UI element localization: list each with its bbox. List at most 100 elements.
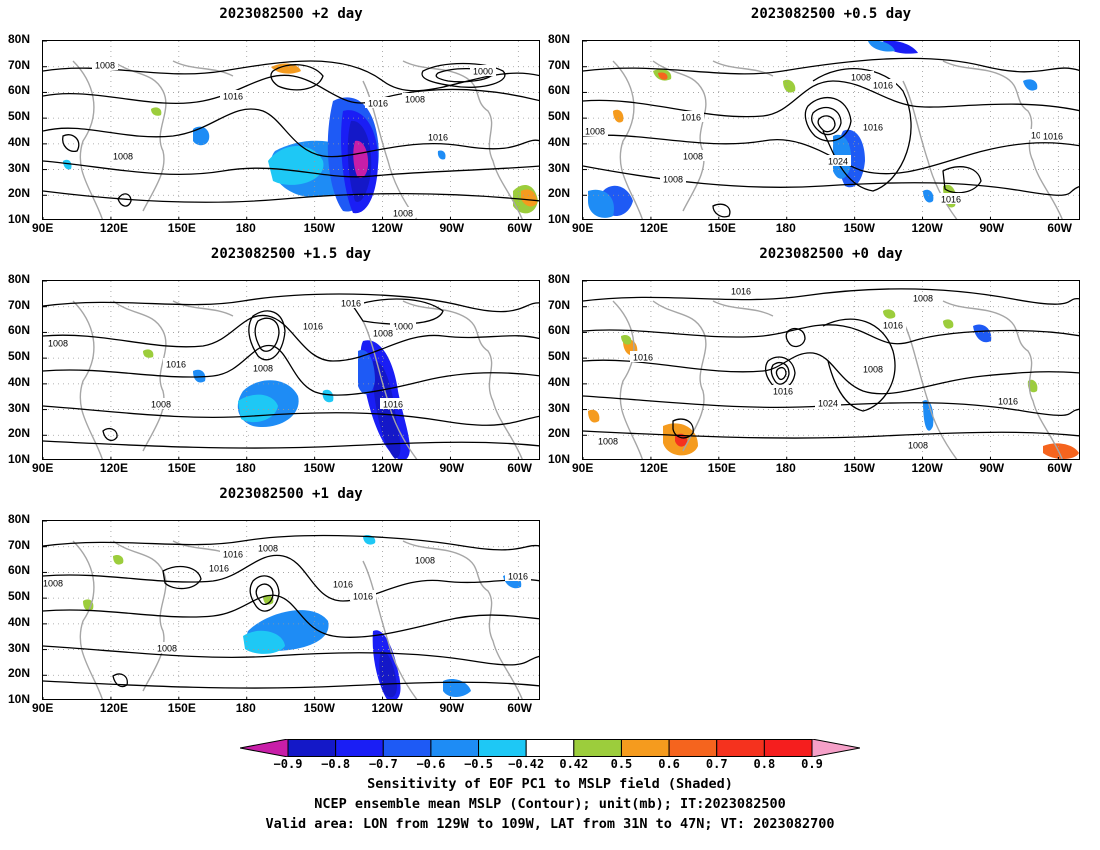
sensitivity-shading — [437, 150, 446, 160]
lat-tick-label: 20N — [548, 186, 571, 201]
contour-label-bg — [163, 358, 189, 369]
lat-tick-label: 70N — [548, 297, 571, 312]
mslp-contour — [583, 134, 1079, 175]
contour-label-bg — [255, 542, 281, 553]
panel-title: 2023082500 +1.5 day — [210, 246, 372, 262]
sensitivity-shading — [923, 189, 934, 203]
lon-tick-label: 150E — [707, 221, 736, 235]
lon-tick-label: 150W — [843, 461, 876, 475]
lon-tick-label: 90E — [32, 461, 54, 475]
lon-tick-label: 90W — [979, 461, 1005, 475]
lat-tick-label: 50N — [8, 589, 31, 604]
contour-label: 1016 — [368, 99, 388, 109]
colorbar-tick-label: −0.7 — [368, 757, 398, 771]
colorbar-box — [287, 739, 337, 757]
mslp-contour — [248, 310, 286, 361]
lat-tick-label: 50N — [548, 109, 571, 124]
lat-tick-label: 10N — [8, 212, 31, 226]
mslp-contour — [770, 362, 790, 385]
contour-label-bg — [905, 439, 931, 450]
lat-tick-label: 50N — [8, 349, 31, 364]
colorbar-tick-label: 0.9 — [801, 757, 823, 771]
mslp-contour — [583, 395, 1079, 416]
contour-label: 1008 — [415, 556, 435, 566]
lon-tick-label: 90W — [439, 461, 465, 475]
coastline — [942, 300, 1063, 459]
contour-label: 1008 — [913, 294, 933, 304]
lon-tick-label: 90E — [572, 461, 594, 475]
contour-label: 1008 — [157, 644, 177, 654]
sensitivity-shading — [588, 409, 600, 423]
contour-label: 1016 — [873, 81, 893, 91]
contour-label: 1008 — [48, 339, 68, 349]
mslp-contour — [43, 405, 539, 426]
contour-label-bg — [995, 395, 1021, 406]
lon-tick-label: 120E — [639, 221, 668, 235]
colorbar-tick-label: −0.6 — [416, 757, 446, 771]
contour-label-bg — [595, 435, 621, 446]
contour-label: 1008 — [151, 400, 171, 410]
map-frame: 1016 1008 1016 1008 1016 1016 1008 1008 1016 — [42, 520, 540, 700]
lat-tick-label: 60N — [8, 323, 31, 338]
colorbar-tick-label: −0.8 — [321, 757, 351, 771]
lat-tick-label: 60N — [548, 83, 571, 98]
colorbar-right-arrow — [811, 739, 860, 757]
colorbar-tick-label: 0.5 — [610, 757, 633, 771]
contour-label: 1016 — [223, 92, 243, 102]
contour-label-bg — [505, 570, 531, 581]
contour-label: 1016 — [428, 133, 448, 143]
sensitivity-shading — [1043, 443, 1079, 459]
lon-tick-label: 180 — [235, 221, 256, 235]
coastline — [112, 540, 167, 692]
sensitivity-shading — [358, 350, 375, 395]
contour-label-bg — [860, 121, 886, 132]
lon-tick-label: 150E — [167, 461, 196, 475]
lon-tick-label: 60W — [507, 221, 533, 235]
colorbar-tick-label: −0.5 — [464, 757, 493, 771]
lon-tick-label: 150W — [303, 221, 336, 235]
contour-label: 1008 — [863, 365, 883, 375]
lat-tick-label: 70N — [8, 57, 31, 72]
mslp-contour — [112, 673, 128, 688]
contour-label: 1016 — [353, 592, 373, 602]
lon-tick-label: 90E — [572, 221, 594, 235]
lon-tick-label: 180 — [235, 461, 256, 475]
lat-tick-label: 30N — [8, 400, 31, 415]
contour-label: 1008 — [113, 152, 133, 162]
contour-label: 1008 — [851, 73, 871, 83]
contour-label: 1008 — [373, 329, 393, 339]
sensitivity-shading — [143, 349, 154, 358]
map-frame: 1016 1016 1008 1000 1008 1016 1008 1008 1016 — [42, 280, 540, 460]
sensitivity-shading — [521, 189, 537, 207]
lon-tick-label: 120E — [99, 701, 128, 715]
contour-label-bg — [870, 79, 896, 90]
mslp-contour — [583, 352, 1079, 395]
lon-tick-label: 150W — [303, 461, 336, 475]
sensitivity-shading — [868, 41, 895, 52]
lat-tick-label: 80N — [548, 32, 571, 46]
lat-tick-label: 20N — [8, 186, 31, 201]
contour-label: 1016 — [1043, 132, 1063, 142]
contour-label: 1016 — [633, 353, 653, 363]
coastline — [902, 320, 958, 459]
contour-label: 1000 — [393, 322, 413, 332]
map-frame: 1008100810161016101610161008102410161016… — [582, 40, 1080, 220]
lat-tick-label: 30N — [548, 400, 571, 415]
contour-label-bg — [390, 207, 416, 218]
mslp-contour — [421, 62, 506, 88]
contour-label: 1016 — [341, 299, 361, 309]
mslp-contour — [117, 193, 132, 207]
contour-label-bg — [860, 363, 886, 374]
contour-label: 1008 — [405, 95, 425, 105]
contour-label-bg — [910, 292, 936, 303]
lat-tick-label: 40N — [8, 614, 31, 629]
contour-label: 1008 — [258, 544, 278, 554]
panel-title: 2023082500 +2 day — [219, 6, 363, 22]
contour-label-bg — [92, 59, 118, 70]
sensitivity-shading — [193, 126, 210, 146]
contour-label: 1000 — [473, 67, 493, 77]
contour-label-bg — [470, 65, 496, 76]
lon-tick-label: 120W — [371, 461, 403, 475]
sensitivity-shading — [443, 679, 471, 697]
mslp-contour — [43, 440, 539, 449]
